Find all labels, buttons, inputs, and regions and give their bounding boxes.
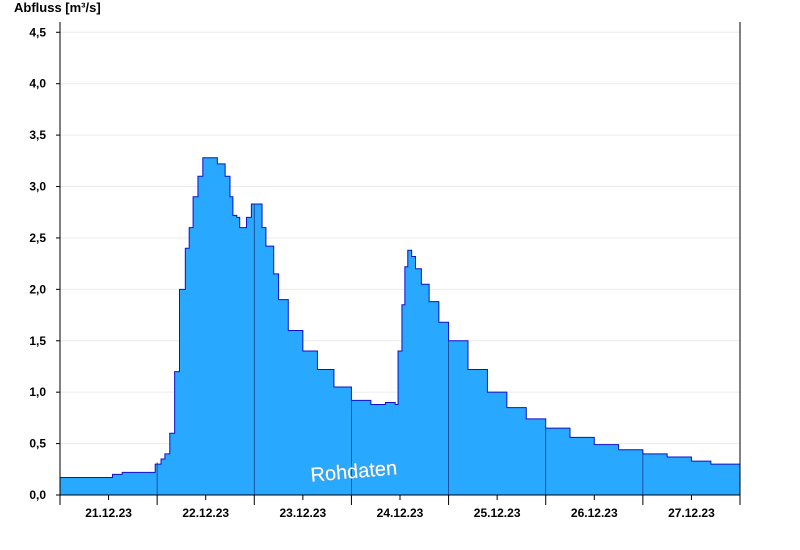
y-tick-label: 1,5 [29, 334, 46, 348]
y-tick-label: 0,5 [29, 437, 46, 451]
y-tick-label: 4,0 [29, 77, 46, 91]
x-tick-label: 23.12.23 [279, 506, 326, 520]
y-tick-label: 2,5 [29, 231, 46, 245]
y-tick-label: 2,0 [29, 282, 46, 296]
x-tick-label: 27.12.23 [668, 506, 715, 520]
y-axis-title: Abfluss [m³/s] [14, 0, 101, 15]
x-tick-label: 24.12.23 [377, 506, 424, 520]
x-tick-label: 25.12.23 [474, 506, 521, 520]
x-tick-label: 26.12.23 [571, 506, 618, 520]
series-area [59, 157, 741, 496]
y-tick-label: 3,5 [29, 128, 46, 142]
x-tick-label: 21.12.23 [85, 506, 132, 520]
x-tick-label: 22.12.23 [182, 506, 229, 520]
y-tick-label: 4,5 [29, 25, 46, 39]
y-tick-label: 1,0 [29, 385, 46, 399]
y-tick-label: 0,0 [29, 488, 46, 502]
y-tick-label: 3,0 [29, 180, 46, 194]
